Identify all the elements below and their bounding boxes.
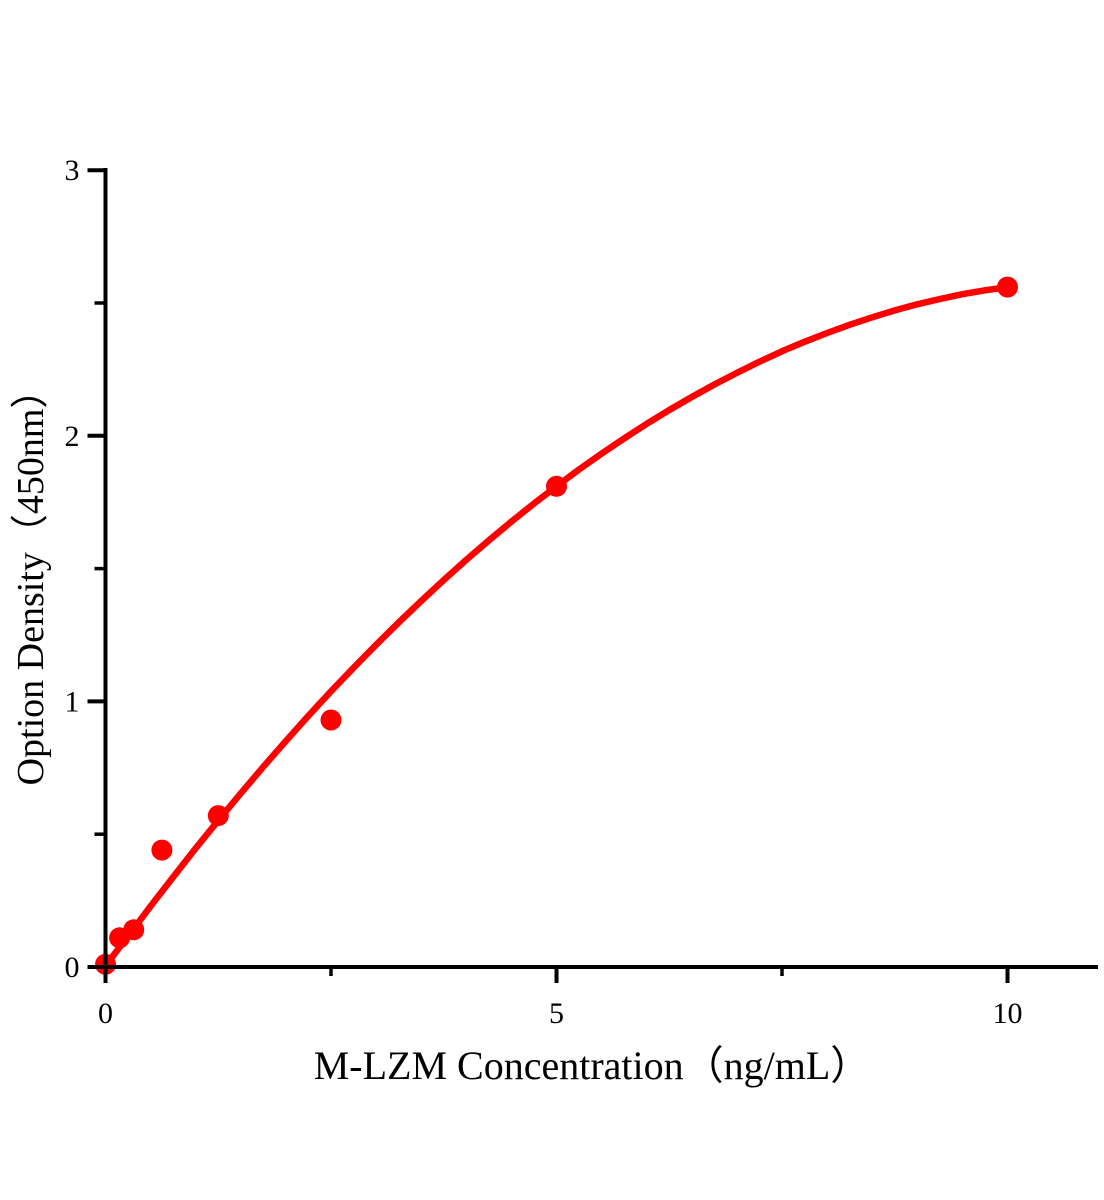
data-point [207, 805, 229, 827]
y-axis-tick-label: 3 [65, 154, 80, 187]
data-point [151, 839, 173, 861]
data-point [997, 276, 1018, 298]
fit-curve [102, 283, 1011, 969]
x-axis-tick-label: 0 [98, 997, 113, 1030]
y-axis-tick-label: 1 [65, 685, 80, 718]
y-axis-title: Option Density（450nm） [10, 370, 52, 786]
x-axis-title: M-LZM Concentration（ng/mL） [313, 1043, 871, 1088]
y-axis-tick-label: 0 [65, 951, 80, 984]
data-point [320, 709, 342, 731]
y-axis-tick-label: 2 [65, 420, 80, 453]
data-point [546, 475, 567, 497]
x-axis-tick-label: 5 [549, 997, 564, 1030]
data-point [123, 919, 145, 941]
x-axis-tick-label: 10 [993, 997, 1023, 1030]
